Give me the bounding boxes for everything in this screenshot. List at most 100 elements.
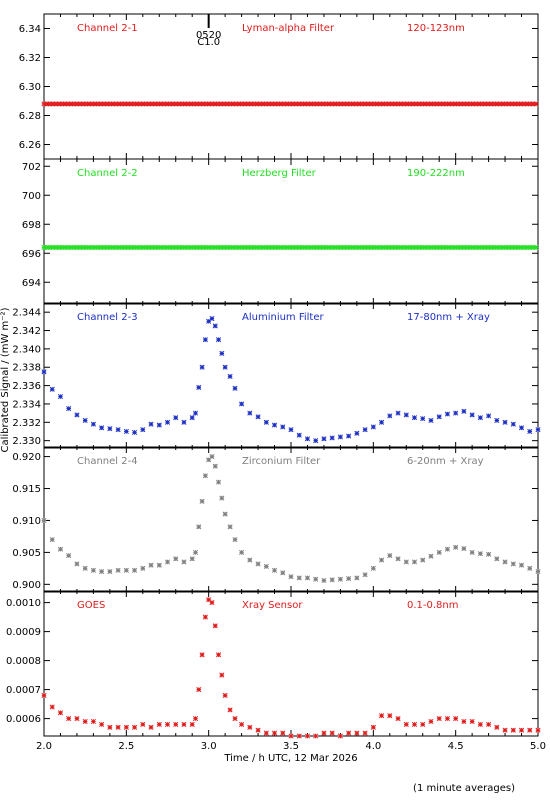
data-point [411, 721, 418, 727]
data-point [377, 244, 383, 251]
data-point [527, 727, 533, 733]
panel-5: 0.0006 0.0007 0.0008 0.0009 0.0010 2.0 2.5 3.0 3… [6, 590, 546, 752]
data-point [449, 101, 455, 107]
data-point [219, 350, 225, 357]
data-point [206, 101, 212, 107]
data-point [227, 373, 233, 379]
data-point [122, 101, 128, 107]
x-axis-label: Time / h UTC, 12 Mar 2026 [223, 753, 357, 764]
panel-4: 0.900 0.905 0.910 0.915 0.920 Channel 2-4 Zirc… [12, 446, 541, 593]
data-point [203, 244, 209, 251]
y-tick-label: 694 [22, 278, 41, 289]
data-point [453, 716, 459, 722]
data-point [419, 244, 425, 251]
data-point [140, 721, 146, 727]
panel-filter-label: Lyman-alpha Filter [242, 23, 335, 34]
data-point [99, 569, 105, 575]
data-point [290, 101, 296, 107]
data-point [275, 244, 281, 251]
data-point [167, 244, 173, 251]
data-point [436, 549, 442, 555]
data-point [222, 511, 228, 517]
data-point [158, 101, 164, 107]
data-point [128, 244, 134, 251]
data-point [444, 546, 450, 552]
data-point [467, 244, 473, 251]
data-point [500, 101, 506, 107]
data-point [535, 727, 541, 733]
data-point [82, 718, 88, 725]
data-point [254, 101, 260, 107]
data-point [518, 425, 525, 431]
data-point [440, 244, 446, 251]
data-point [41, 244, 47, 251]
data-point [359, 101, 365, 107]
y-tick-label: 0.0009 [6, 627, 41, 638]
data-point [137, 101, 143, 107]
data-point [521, 244, 527, 251]
panel-frame [43, 158, 539, 305]
data-point [482, 244, 488, 251]
data-point [293, 244, 299, 251]
x-tick-label: 2.5 [118, 741, 134, 752]
data-point [368, 244, 374, 251]
data-point [389, 244, 395, 251]
data-point [260, 244, 266, 251]
y-tick-label: 0.905 [12, 548, 41, 559]
data-point [110, 244, 116, 251]
data-point [422, 244, 428, 251]
data-point [156, 422, 162, 428]
data-point [302, 101, 308, 107]
data-point [407, 244, 413, 251]
data-point [89, 101, 95, 107]
data-point [83, 101, 89, 107]
data-point [140, 565, 146, 571]
panel-1: 6.26 6.28 6.30 6.32 6.34 Channel 2-1 Lyman-alp… [19, 13, 539, 160]
data-point [251, 101, 257, 107]
y-tick-label: 0.915 [12, 484, 41, 495]
data-point [461, 718, 467, 725]
data-point [232, 716, 238, 722]
data-point [395, 556, 401, 562]
data-point [164, 721, 171, 727]
data-point [362, 572, 368, 578]
data-point [251, 244, 257, 251]
data-point [115, 567, 121, 573]
data-point [155, 244, 161, 251]
panel-filter-label: Xray Sensor [242, 600, 303, 611]
data-point [321, 577, 327, 584]
data-point [346, 576, 352, 582]
data-point [107, 426, 113, 432]
y-tick-label: 0.900 [12, 580, 41, 591]
data-point [509, 101, 515, 107]
data-point [56, 244, 62, 251]
data-point [452, 101, 458, 107]
data-point [461, 546, 467, 552]
data-point [313, 438, 319, 444]
data-point [419, 101, 425, 107]
x-tick-label: 4.5 [448, 741, 464, 752]
data-point [362, 730, 368, 736]
data-point [215, 101, 221, 107]
panel-title: Channel 2-4 [77, 456, 138, 467]
data-point [486, 413, 492, 419]
data-point [293, 101, 299, 107]
data-point [436, 716, 442, 722]
data-point [80, 101, 86, 107]
y-tick-label: 2.336 [12, 381, 41, 392]
flare-marker-label: 0520 [196, 30, 221, 41]
data-point [428, 718, 434, 725]
data-point [148, 724, 154, 730]
data-point [344, 101, 350, 107]
data-point [510, 421, 516, 427]
data-point [185, 101, 191, 107]
data-point [329, 101, 335, 107]
data-point [107, 244, 113, 251]
data-point [255, 561, 261, 567]
data-point [59, 101, 65, 107]
data-point [192, 716, 199, 722]
data-point [232, 385, 238, 391]
data-point [431, 101, 437, 107]
data-point [379, 419, 385, 425]
